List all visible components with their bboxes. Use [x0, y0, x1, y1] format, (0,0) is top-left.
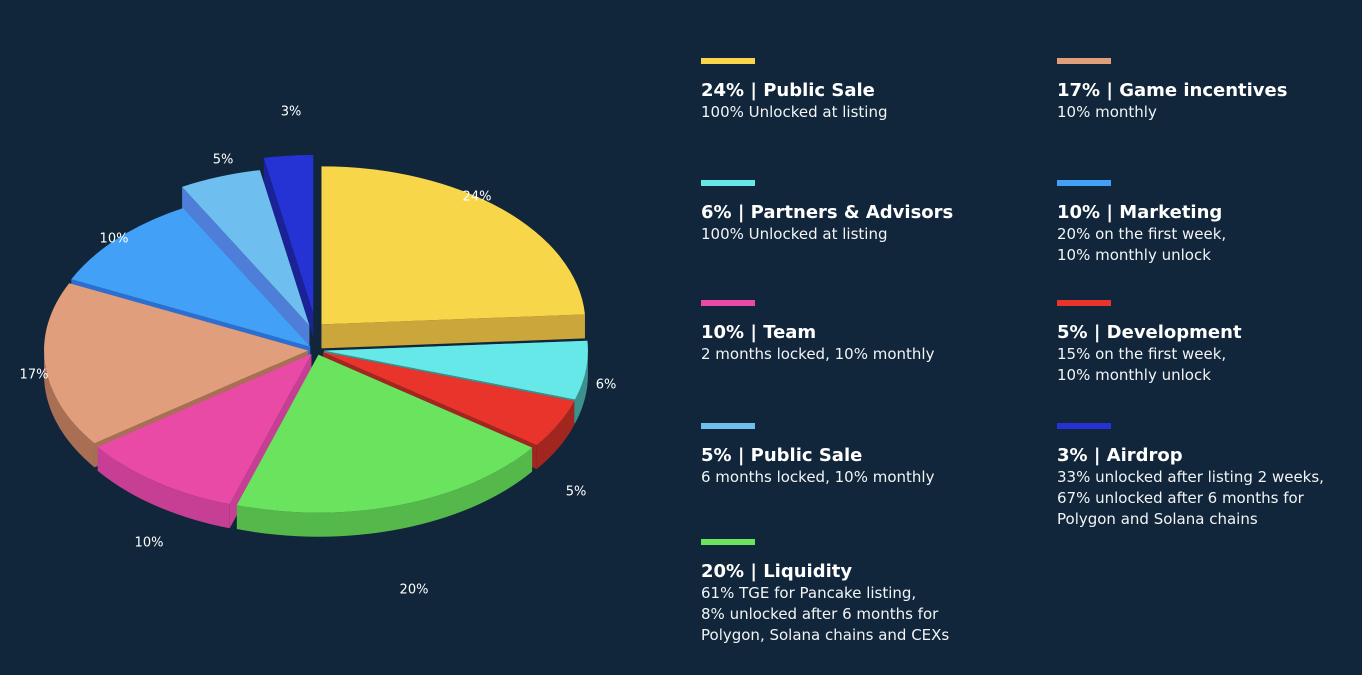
legend-swatch	[1057, 180, 1111, 186]
pie-slice-label-8: 3%	[281, 105, 302, 120]
legend-description: 33% unlocked after listing 2 weeks, 67% u…	[1057, 467, 1357, 530]
pie-slice-edge	[263, 157, 314, 338]
legend-description: 100% Unlocked at listing	[701, 224, 1001, 245]
legend-description-line: 6 months locked, 10% monthly	[701, 468, 935, 486]
legend-item: 10% | Team 2 months locked, 10% monthly	[701, 300, 1001, 365]
legend-swatch	[1057, 300, 1111, 306]
legend-title: 3% | Airdrop	[1057, 445, 1183, 466]
legend-description-line: 67% unlocked after 6 months for	[1057, 489, 1304, 507]
legend-description: 2 months locked, 10% monthly	[701, 344, 1001, 365]
legend-description-line: Polygon, Solana chains and CEXs	[701, 626, 950, 644]
legend-description: 61% TGE for Pancake listing, 8% unlocked …	[701, 583, 1001, 646]
pie-slice-top	[44, 283, 309, 444]
legend-item: 5% | Development 15% on the first week, 10…	[1057, 300, 1357, 386]
legend-swatch	[701, 423, 755, 429]
pie-slice-label-4: 10%	[135, 536, 164, 551]
legend-title: 17% | Game incentives	[1057, 80, 1288, 101]
legend-swatch	[701, 300, 755, 306]
pie-slice-top	[71, 208, 311, 347]
pie-slice-top	[182, 170, 310, 326]
legend-swatch	[701, 539, 755, 545]
legend-swatch	[701, 180, 755, 186]
legend-title: 5% | Public Sale	[701, 445, 863, 466]
pie-slice-3	[236, 354, 533, 537]
legend-title: 20% | Liquidity	[701, 561, 853, 582]
legend-item: 5% | Public Sale 6 months locked, 10% mon…	[701, 423, 1001, 488]
legend-description-line: 8% unlocked after 6 months for	[701, 605, 939, 623]
legend-swatch	[701, 58, 755, 64]
legend-description: 15% on the first week, 10% monthly unlock	[1057, 344, 1357, 386]
pie-slice-top	[321, 166, 585, 325]
pie-slice-label-6: 10%	[100, 232, 129, 247]
pie-slice-edge	[182, 186, 310, 350]
pie-slice-label-2: 5%	[566, 485, 587, 500]
legend-description-line: 15% on the first week,	[1057, 345, 1227, 363]
pie-slice-label-1: 6%	[596, 378, 617, 393]
pie-chart: 24% 6% 5% 20% 10% 17% 10% 5% 3%	[0, 0, 680, 675]
legend-description-line: 100% Unlocked at listing	[701, 103, 888, 121]
legend-description-line: 61% TGE for Pancake listing,	[701, 584, 917, 602]
legend-description: 20% on the first week, 10% monthly unlock	[1057, 224, 1357, 266]
legend-description-line: 2 months locked, 10% monthly	[701, 345, 935, 363]
legend-item: 24% | Public Sale 100% Unlocked at listin…	[701, 58, 1001, 123]
legend-title: 10% | Team	[701, 322, 817, 343]
pie-slice-side	[97, 446, 230, 529]
pie-slice-top	[97, 354, 312, 505]
legend-description: 100% Unlocked at listing	[701, 102, 1001, 123]
pie-slice-top	[323, 340, 588, 400]
legend-description-line: 10% monthly	[1057, 103, 1157, 121]
legend-description: 6 months locked, 10% monthly	[701, 467, 1001, 488]
pie-slice-side	[575, 350, 588, 424]
pie-slice-7	[182, 170, 310, 350]
pie-slice-top	[236, 354, 533, 513]
legend-item: 3% | Airdrop 33% unlocked after listing 2…	[1057, 423, 1357, 530]
legend-description-line: 33% unlocked after listing 2 weeks,	[1057, 468, 1324, 486]
legend-item: 20% | Liquidity 61% TGE for Pancake listi…	[701, 539, 1001, 646]
legend-title: 5% | Development	[1057, 322, 1242, 343]
pie-slice-top	[263, 155, 314, 314]
legend-title: 24% | Public Sale	[701, 80, 875, 101]
legend-description-line: 10% monthly unlock	[1057, 246, 1211, 264]
pie-slice-label-7: 5%	[213, 153, 234, 168]
legend-item: 17% | Game incentives 10% monthly	[1057, 58, 1357, 123]
pie-slice-label-5: 17%	[20, 368, 49, 383]
pie-slice-label-3: 20%	[400, 583, 429, 598]
legend-description-line: Polygon and Solana chains	[1057, 510, 1258, 528]
legend-item: 10% | Marketing 20% on the first week, 10%…	[1057, 180, 1357, 266]
pie-slice-0	[321, 166, 585, 349]
legend-title: 6% | Partners & Advisors	[701, 202, 954, 223]
legend-description-line: 10% monthly unlock	[1057, 366, 1211, 384]
pie-slice-side	[236, 447, 533, 537]
pie-slice-8	[263, 155, 314, 338]
legend-item: 6% | Partners & Advisors 100% Unlocked at…	[701, 180, 1001, 245]
pie-slice-side	[44, 350, 95, 468]
legend-swatch	[1057, 423, 1111, 429]
legend-description-line: 100% Unlocked at listing	[701, 225, 888, 243]
legend-title: 10% | Marketing	[1057, 202, 1223, 223]
legend-description-line: 20% on the first week,	[1057, 225, 1227, 243]
pie-chart-svg: 24% 6% 5% 20% 10% 17% 10% 5% 3%	[20, 105, 617, 598]
legend-description: 10% monthly	[1057, 102, 1357, 123]
pie-slice-edge	[321, 314, 585, 349]
pie-slice-top	[323, 352, 575, 446]
pie-slice-label-0: 24%	[463, 190, 492, 205]
legend-swatch	[1057, 58, 1111, 64]
